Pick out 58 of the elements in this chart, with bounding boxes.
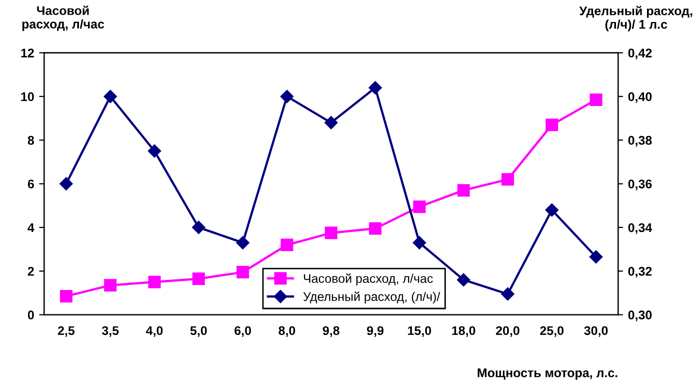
- point: [412, 236, 426, 250]
- point: [280, 90, 294, 104]
- point: [192, 272, 205, 285]
- point: [545, 203, 558, 217]
- point: [60, 177, 73, 190]
- point: [324, 226, 338, 240]
- point: [148, 276, 161, 288]
- point: [501, 173, 514, 186]
- y-tick-label: 10: [21, 92, 34, 102]
- y2-tick-label: 0,34: [628, 223, 652, 234]
- x-tick-label: 9,9: [367, 326, 384, 337]
- point: [104, 90, 117, 104]
- point: [104, 279, 117, 292]
- point: [324, 116, 338, 130]
- x-tick-label: 2,5: [58, 326, 75, 337]
- point: [590, 93, 602, 106]
- y-tick-label: 4: [28, 223, 34, 232]
- y2-tick-label: 0,38: [628, 136, 652, 147]
- point: [546, 118, 558, 132]
- x-tick-label: 9,8: [322, 326, 340, 337]
- x-tick-label: 8,0: [278, 326, 296, 337]
- point: [501, 287, 514, 301]
- y-tick-label: 12: [21, 48, 34, 58]
- point: [148, 144, 162, 158]
- x-tick-label: 20,0: [496, 326, 520, 337]
- y-tick-label: 6: [28, 180, 34, 188]
- x-tick-label: 5,0: [190, 326, 207, 337]
- y2-axis-title: Удельный расход, (л/ч)/ 1 л.с: [579, 6, 692, 32]
- y-tick-label: 2: [28, 266, 34, 276]
- point: [368, 81, 382, 94]
- point: [236, 266, 250, 278]
- x-tick-label: 4,0: [146, 326, 163, 337]
- legend-label: Удельный расход, (л/ч)/: [303, 292, 440, 304]
- point: [60, 290, 72, 302]
- point: [280, 238, 294, 252]
- x-tick-label: 6,0: [234, 326, 251, 337]
- x-tick-label: 25,0: [540, 326, 564, 337]
- point: [457, 184, 470, 197]
- point: [369, 222, 382, 235]
- y2-tick-label: 0,32: [628, 266, 652, 278]
- y-tick-label: 0: [28, 310, 34, 320]
- point: [456, 273, 470, 286]
- x-tick-label: 30,0: [584, 326, 608, 337]
- y-axis-title: Часовой расход, л/час: [22, 6, 104, 31]
- x-tick-label: 15,0: [408, 326, 432, 337]
- point: [589, 250, 603, 264]
- point: [236, 236, 250, 250]
- y2-tick-label: 0,40: [628, 92, 652, 103]
- y2-tick-label: 0,30: [628, 310, 652, 322]
- x-tick-label: 18,0: [452, 326, 476, 337]
- y2-tick-label: 0,42: [628, 48, 652, 60]
- y-tick-label: 8: [28, 136, 34, 145]
- point: [192, 220, 206, 234]
- y2-tick-label: 0,36: [628, 180, 652, 190]
- x-axis-title: Мощность мотора, л.с.: [478, 368, 618, 380]
- point: [413, 200, 426, 213]
- legend-label: Часовой расход, л/час: [304, 274, 433, 286]
- x-tick-label: 3,5: [102, 326, 119, 337]
